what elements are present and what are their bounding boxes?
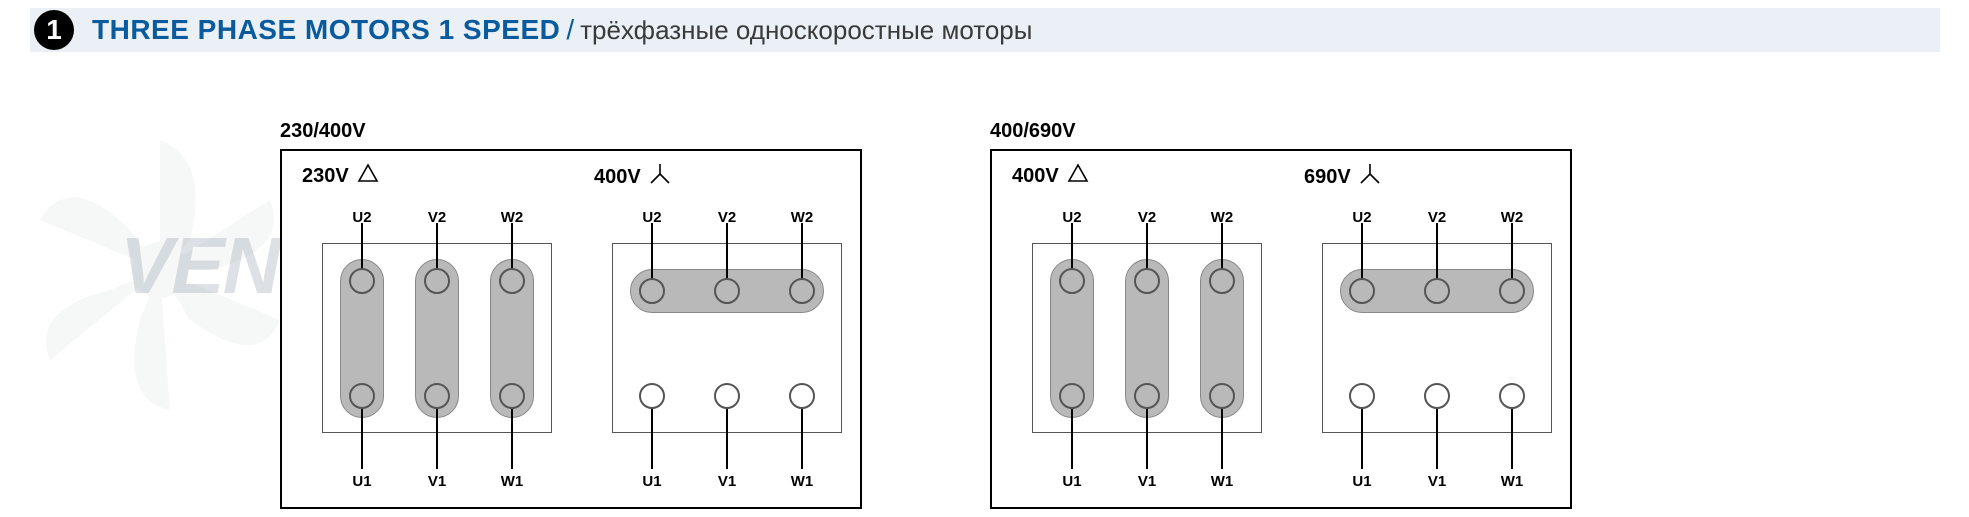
wye-icon — [649, 163, 671, 191]
terminal-circle — [1349, 278, 1375, 304]
terminal-label-bottom: V1 — [1132, 473, 1162, 490]
voltage-text: 400V — [1012, 165, 1059, 188]
diagram-group: 230/400V230VU2U1V2V1W2W1400VU2U1V2V1W2W1 — [280, 120, 862, 509]
wye-icon — [1359, 163, 1381, 191]
voltage-text: 400V — [594, 166, 641, 189]
terminal-circle — [714, 383, 740, 409]
terminal-circle — [499, 383, 525, 409]
diagram-group: 400/690V400VU2U1V2V1W2W1690VU2U1V2V1W2W1 — [990, 120, 1572, 509]
terminal-circle — [1134, 268, 1160, 294]
section-header: 1 THREE PHASE MOTORS 1 SPEED / трёхфазны… — [30, 8, 1940, 52]
terminal-label-bottom: W1 — [787, 473, 817, 490]
terminal-label-bottom: U1 — [1057, 473, 1087, 490]
fan-background-icon — [10, 120, 310, 420]
group-voltage-label: 230/400V — [280, 120, 862, 143]
terminal-label-bottom: V1 — [422, 473, 452, 490]
terminal-label-bottom: U1 — [347, 473, 377, 490]
section-title-ru: трёхфазные односкоростные моторы — [580, 15, 1032, 46]
terminal-circle — [1499, 278, 1525, 304]
terminal-label-bottom: W1 — [1497, 473, 1527, 490]
terminal-circle — [1059, 383, 1085, 409]
terminal-circle — [1349, 383, 1375, 409]
terminal-circle — [1499, 383, 1525, 409]
terminal-label-bottom: V1 — [712, 473, 742, 490]
terminal-circle — [349, 383, 375, 409]
terminal-circle — [1209, 268, 1235, 294]
terminal-circle — [714, 278, 740, 304]
voltage-text: 230V — [302, 165, 349, 188]
group-voltage-label: 400/690V — [990, 120, 1572, 143]
section-title-separator: / — [566, 14, 574, 46]
terminal-circle — [1209, 383, 1235, 409]
terminal-label-bottom: W1 — [497, 473, 527, 490]
terminal-circle — [1134, 383, 1160, 409]
terminal-label-bottom: V1 — [1422, 473, 1452, 490]
terminal-circle — [499, 268, 525, 294]
delta-icon — [1067, 163, 1089, 189]
delta-icon — [357, 163, 379, 189]
section-title-en: THREE PHASE MOTORS 1 SPEED — [92, 14, 560, 46]
terminal-circle — [639, 383, 665, 409]
terminal-circle — [1424, 278, 1450, 304]
diagram-voltage-label: 400V — [594, 163, 671, 191]
terminal-label-bottom: W1 — [1207, 473, 1237, 490]
terminal-label-bottom: U1 — [637, 473, 667, 490]
diagram-voltage-label: 690V — [1304, 163, 1381, 191]
diagram-voltage-label: 400V — [1012, 163, 1089, 189]
terminal-label-bottom: U1 — [1347, 473, 1377, 490]
terminal-circle — [424, 268, 450, 294]
diagram-voltage-label: 230V — [302, 163, 379, 189]
terminal-circle — [789, 278, 815, 304]
terminal-circle — [1424, 383, 1450, 409]
group-box: 400VU2U1V2V1W2W1690VU2U1V2V1W2W1 — [990, 149, 1572, 509]
voltage-text: 690V — [1304, 166, 1351, 189]
group-box: 230VU2U1V2V1W2W1400VU2U1V2V1W2W1 — [280, 149, 862, 509]
terminal-circle — [639, 278, 665, 304]
section-number-badge: 1 — [34, 10, 74, 50]
terminal-circle — [424, 383, 450, 409]
terminal-circle — [1059, 268, 1085, 294]
terminal-circle — [789, 383, 815, 409]
terminal-circle — [349, 268, 375, 294]
